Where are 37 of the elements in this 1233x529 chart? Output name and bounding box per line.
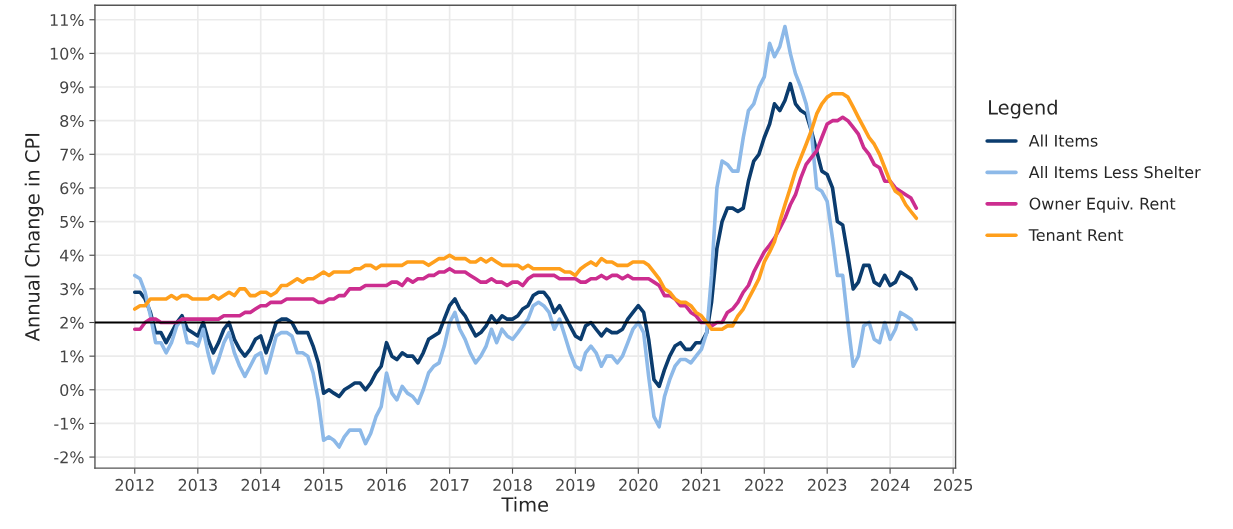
y-tick-label: 9% xyxy=(60,81,84,94)
y-tick-label: -2% xyxy=(54,451,84,464)
y-tick-label: -1% xyxy=(54,417,84,430)
legend-label: Owner Equiv. Rent xyxy=(1029,197,1176,213)
y-tick-label: 8% xyxy=(60,114,84,127)
x-tick-label: 2022 xyxy=(745,478,784,491)
legend-label: Tenant Rent xyxy=(1028,229,1124,242)
y-tick-label: 0% xyxy=(60,384,84,397)
y-tick-label: 4% xyxy=(59,249,84,262)
legend-title: Legend xyxy=(989,99,1057,119)
x-tick-label: 2013 xyxy=(178,478,217,491)
line-series xyxy=(132,81,919,399)
y-tick-label: 7% xyxy=(60,148,84,161)
x-tick-label: 2014 xyxy=(241,478,281,491)
y-tick-label: 10% xyxy=(50,47,84,60)
line-series xyxy=(132,24,919,449)
x-tick-label: 2020 xyxy=(619,478,658,491)
x-tick-label: 2023 xyxy=(808,478,847,491)
y-tick-label: 11% xyxy=(50,13,84,27)
y-tick-label: 1% xyxy=(60,350,84,363)
x-tick-label: 2018 xyxy=(493,478,532,491)
x-tick-label: 2012 xyxy=(115,478,154,491)
y-tick-label: 6% xyxy=(60,182,84,195)
y-tick-label: 2% xyxy=(60,316,84,329)
x-tick-label: 2024 xyxy=(870,478,910,491)
x-tick-label: 2021 xyxy=(682,478,721,491)
legend-label: All Items xyxy=(1028,134,1098,147)
x-tick-label: 2016 xyxy=(367,478,406,491)
x-axis-title: Time xyxy=(501,496,549,512)
x-tick-label: 2025 xyxy=(934,478,973,491)
x-tick-label: 2015 xyxy=(304,478,343,491)
y-tick-label: 3% xyxy=(60,283,84,296)
x-tick-label: 2017 xyxy=(430,478,469,491)
legend-label: All Items Less Shelter xyxy=(1028,165,1201,179)
y-tick-label: 5% xyxy=(60,215,84,228)
y-axis-title: Annual Change in CPI xyxy=(24,133,44,342)
x-tick-label: 2019 xyxy=(556,478,595,491)
